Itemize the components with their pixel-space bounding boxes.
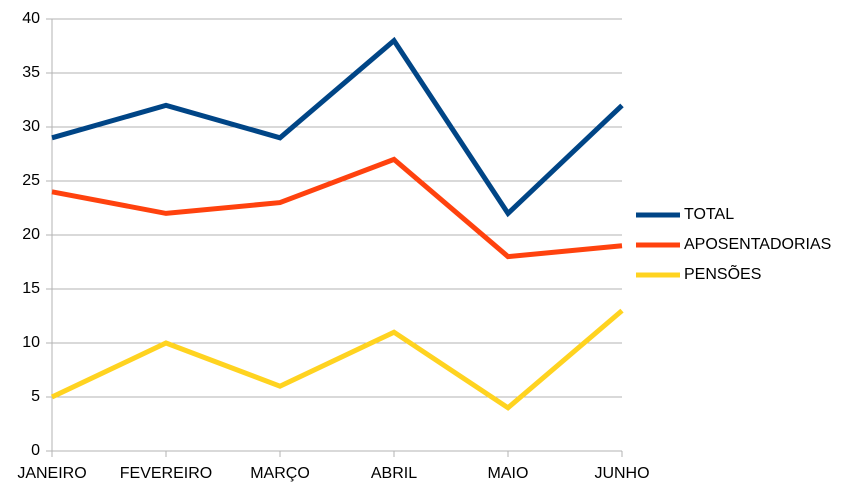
series-line <box>51 156 623 260</box>
y-tick-label: 5 <box>31 388 40 405</box>
series-line <box>50 308 624 411</box>
y-tick-label: 0 <box>31 442 40 459</box>
y-tick-label: 35 <box>22 64 40 81</box>
legend-label: APOSENTADORIAS <box>684 236 831 253</box>
x-tick-label: JUNHO <box>594 465 649 482</box>
x-tick-label: MARÇO <box>250 465 310 482</box>
series-line <box>51 36 624 218</box>
y-tick-label: 15 <box>22 280 40 297</box>
x-tick-label: JANEIRO <box>17 465 86 482</box>
x-tick-label: ABRIL <box>371 465 417 482</box>
x-tick-label: MAIO <box>488 465 529 482</box>
y-tick-label: 40 <box>22 10 40 27</box>
legend-label: PENSÕES <box>684 263 761 283</box>
y-tick-label: 20 <box>22 226 40 243</box>
legend-label: TOTAL <box>684 206 734 223</box>
x-tick-label: FEVEREIRO <box>120 465 212 482</box>
y-tick-label: 10 <box>22 334 40 351</box>
y-tick-label: 25 <box>22 172 40 189</box>
y-tick-label: 30 <box>22 118 40 135</box>
